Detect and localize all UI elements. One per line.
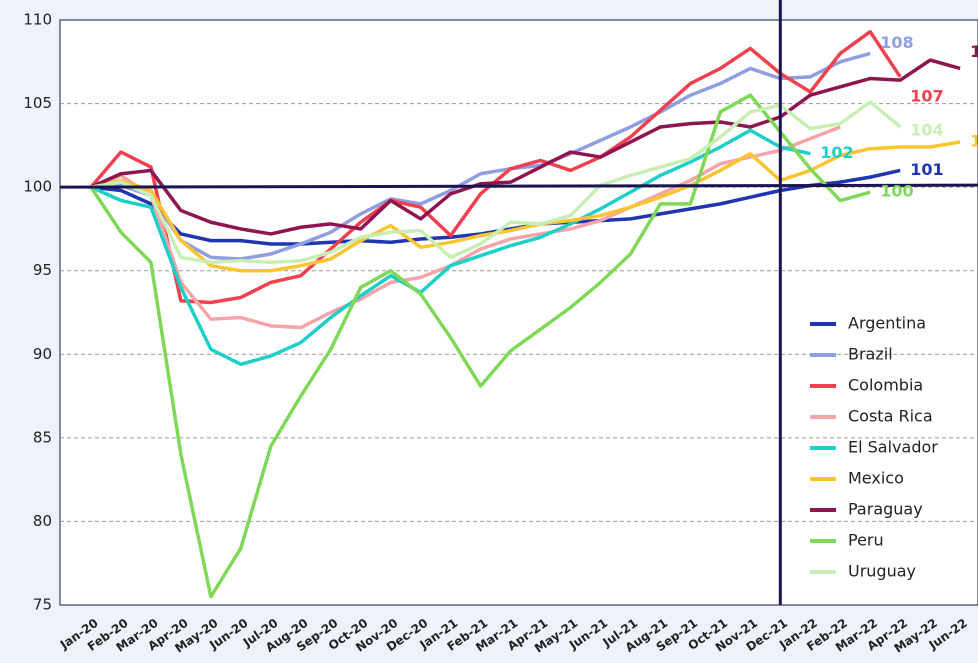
y-tick-label: 100 — [23, 178, 52, 196]
y-tick-label: 85 — [33, 428, 52, 446]
legend-label: El Salvador — [848, 438, 938, 457]
legend-label: Colombia — [848, 376, 923, 395]
series-line — [90, 58, 961, 236]
y-tick-label: 105 — [23, 94, 52, 112]
end-label: 103 — [970, 132, 978, 151]
y-tick-label: 75 — [33, 596, 52, 614]
series-line — [90, 51, 871, 261]
legend-label: Paraguay — [848, 500, 923, 519]
series-line — [90, 128, 811, 367]
end-label: 107 — [970, 42, 978, 61]
y-tick-label: 110 — [23, 11, 52, 29]
reference-line-horizontal — [59, 183, 978, 189]
series-line — [90, 100, 902, 265]
end-label: 101 — [910, 160, 943, 179]
legend-label: Brazil — [848, 345, 893, 364]
end-label: 100 — [880, 182, 913, 201]
series-line — [90, 140, 961, 273]
end-label: 104 — [910, 120, 943, 139]
plot-area — [59, 19, 978, 606]
end-label: 107 — [910, 86, 943, 105]
legend-label: Uruguay — [848, 562, 916, 581]
legend-label: Peru — [848, 531, 884, 550]
legend-label: Costa Rica — [848, 407, 933, 426]
y-tick-label: 80 — [33, 512, 52, 530]
y-tick-label: 95 — [33, 261, 52, 279]
end-label: 102 — [820, 143, 853, 162]
legend-label: Mexico — [848, 469, 904, 488]
series-line — [89, 93, 871, 599]
end-label: 108 — [880, 33, 913, 52]
legend-label: Argentina — [848, 314, 926, 333]
series-line — [90, 125, 841, 330]
y-tick-label: 90 — [33, 345, 52, 363]
